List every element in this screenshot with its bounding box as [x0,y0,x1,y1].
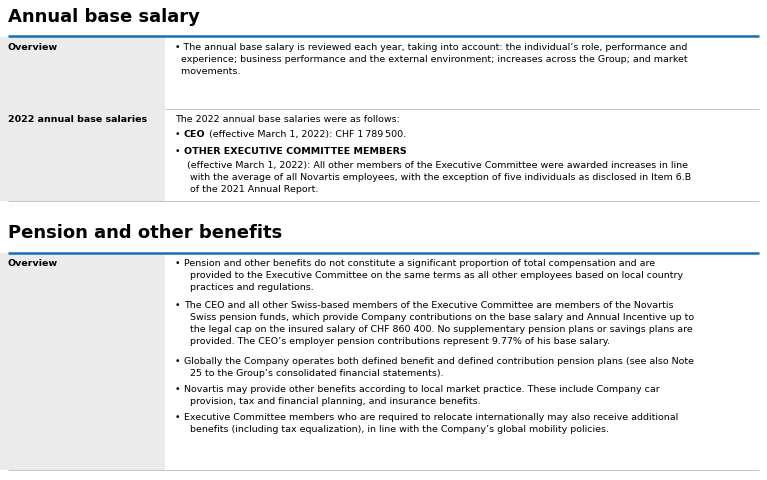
Text: •: • [175,384,180,393]
Text: •: • [175,147,180,156]
Text: (effective March 1, 2022): CHF 1 789 500.: (effective March 1, 2022): CHF 1 789 500… [206,130,406,139]
Text: CEO: CEO [184,130,206,139]
Text: Overview: Overview [8,258,58,267]
Text: The CEO and all other Swiss-based members of the Executive Committee are members: The CEO and all other Swiss-based member… [184,300,694,346]
Text: Novartis may provide other benefits according to local market practice. These in: Novartis may provide other benefits acco… [184,384,660,405]
Text: •: • [175,300,180,309]
Text: Annual base salary: Annual base salary [8,8,200,26]
Text: •: • [175,412,180,421]
Text: OTHER EXECUTIVE COMMITTEE MEMBERS: OTHER EXECUTIVE COMMITTEE MEMBERS [184,147,407,156]
Text: (effective March 1, 2022): All other members of the Executive Committee were awa: (effective March 1, 2022): All other mem… [184,161,691,194]
Bar [0,38,165,110]
Text: • The annual base salary is reviewed each year, taking into account: the individ: • The annual base salary is reviewed eac… [175,43,687,76]
Text: •: • [175,130,180,139]
Text: Globally the Company operates both defined benefit and defined contribution pens: Globally the Company operates both defin… [184,356,694,377]
Text: Pension and other benefits: Pension and other benefits [8,224,282,241]
Bar [0,110,165,202]
Text: Overview: Overview [8,43,58,52]
Text: Pension and other benefits do not constitute a significant proportion of total c: Pension and other benefits do not consti… [184,258,683,292]
Text: The 2022 annual base salaries were as follows:: The 2022 annual base salaries were as fo… [175,115,400,124]
Text: •: • [175,258,180,267]
Text: Executive Committee members who are required to relocate internationally may als: Executive Committee members who are requ… [184,412,678,433]
Text: •: • [175,356,180,365]
Bar [0,253,165,470]
Text: 2022 annual base salaries: 2022 annual base salaries [8,115,147,124]
